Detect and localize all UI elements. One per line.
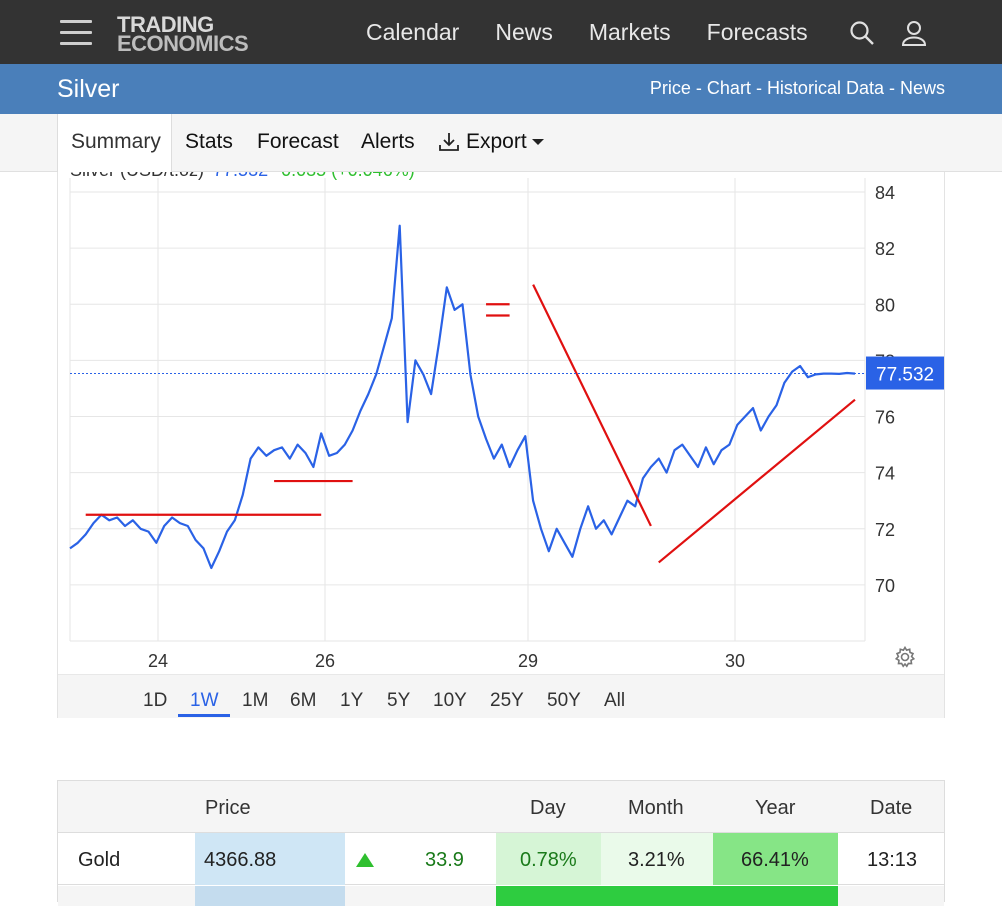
range-all[interactable]: All [604,690,626,711]
caret-down-icon [531,139,544,145]
range-6m[interactable]: 6M [290,690,317,711]
header-month: Month [628,797,684,819]
range-1w[interactable]: 1W [190,690,219,711]
x-tick-label: 30 [725,651,745,671]
link-separator: - [883,78,900,98]
range-1d[interactable]: 1D [143,690,168,711]
nav-news[interactable]: News [495,18,553,45]
range-1m[interactable]: 1M [242,690,269,711]
y-tick-label: 82 [875,239,895,259]
range-50y[interactable]: 50Y [547,690,581,711]
y-tick-label: 74 [875,464,895,484]
tab-export[interactable]: Export [438,130,545,154]
range-active-indicator [178,714,230,717]
range-25y[interactable]: 25Y [490,690,524,711]
row-change: 33.9 [425,849,464,871]
header-date: Date [870,797,913,819]
y-tick-label: 80 [875,295,895,315]
range-selector [58,674,944,718]
legend-price: 77.532 [213,172,268,180]
logo-line-1: TRADING [117,12,214,37]
top-navbar: TRADING ECONOMICS Calendar News Markets … [0,0,1002,64]
link-chart[interactable]: Chart [706,78,751,98]
month-cell-bg [601,833,713,885]
range-5y[interactable]: 5Y [387,690,411,711]
nav-calendar[interactable]: Calendar [366,18,460,45]
link-price[interactable]: Price [649,78,691,98]
chart-annotations [85,284,856,564]
gear-icon[interactable] [893,645,917,669]
link-separator: - [690,78,707,98]
chart-legend: Silver (USD/t.oz) 77.532 0.035 (+0.046%) [70,172,415,181]
trendline-annotation [658,398,856,564]
table-row-next [58,886,944,906]
link-separator: - [750,78,767,98]
day-cell-bg [496,833,601,885]
menu-icon[interactable] [60,20,92,46]
row-month: 3.21% [628,849,685,871]
range-1y[interactable]: 1Y [340,690,364,711]
commodities-table: Price Day Month Year Date Gold 4366.88 3… [57,780,945,906]
legend-change: 0.035 (+0.046%) [281,172,415,180]
tab-export-label: Export [466,130,527,153]
table-row[interactable]: Gold 4366.88 33.9 0.78% 3.21% 66.41% 13:… [58,833,944,885]
row-year: 66.41% [741,849,809,871]
x-axis-labels: 24 26 29 30 [148,651,745,671]
y-tick-label: 76 [875,408,895,428]
search-icon[interactable] [849,20,875,46]
next-change-bg [496,886,838,906]
row-price: 4366.88 [204,849,277,871]
table-header: Price Day Month Year Date [58,781,944,833]
header-price: Price [205,797,251,819]
y-tick-label: 70 [875,576,895,596]
tab-active-background [57,114,172,172]
range-10y[interactable]: 10Y [433,690,467,711]
tab-forecast[interactable]: Forecast [257,130,339,153]
x-tick-label: 26 [315,651,335,671]
logo-line-2: ECONOMICS [117,31,249,56]
next-price-bg [195,886,345,906]
legend-series-name: Silver (USD/t.oz) [70,172,204,180]
nav-markets[interactable]: Markets [588,18,671,45]
chart-grid [69,178,866,642]
y-tick-label: 84 [875,183,895,203]
row-date: 13:13 [867,849,918,871]
row-day: 0.78% [520,849,577,871]
main-nav: Calendar News Markets Forecasts [366,0,844,64]
series-line-silver [69,224,856,570]
instrument-header: Silver Price - Chart - Historical Data -… [0,64,1002,114]
section-tabs: Summary Stats Forecast Alerts Export [0,114,1002,172]
user-icon[interactable] [901,20,927,46]
price-cell-bg [195,833,345,885]
header-year: Year [755,797,796,819]
header-day: Day [530,797,566,819]
year-cell-bg [713,833,838,885]
current-price-label: 77.532 [876,365,934,386]
download-icon [439,133,459,151]
instrument-links: Price - Chart - Historical Data - News [650,78,945,99]
logo[interactable]: TRADING ECONOMICS [117,12,249,56]
x-tick-label: 29 [518,651,538,671]
tab-stats[interactable]: Stats [185,130,233,153]
link-news[interactable]: News [899,78,945,98]
trendline-annotation [532,284,652,527]
nav-forecasts[interactable]: Forecasts [706,18,808,45]
tab-summary[interactable]: Summary [71,130,161,153]
up-arrow-icon [356,853,374,867]
link-historical-data[interactable]: Historical Data [766,78,884,98]
page-title: Silver [57,75,120,103]
y-tick-label: 72 [875,520,895,540]
tab-alerts[interactable]: Alerts [361,130,415,153]
row-name[interactable]: Gold [78,849,121,871]
current-price-tag [866,356,944,390]
x-tick-label: 24 [148,651,168,671]
